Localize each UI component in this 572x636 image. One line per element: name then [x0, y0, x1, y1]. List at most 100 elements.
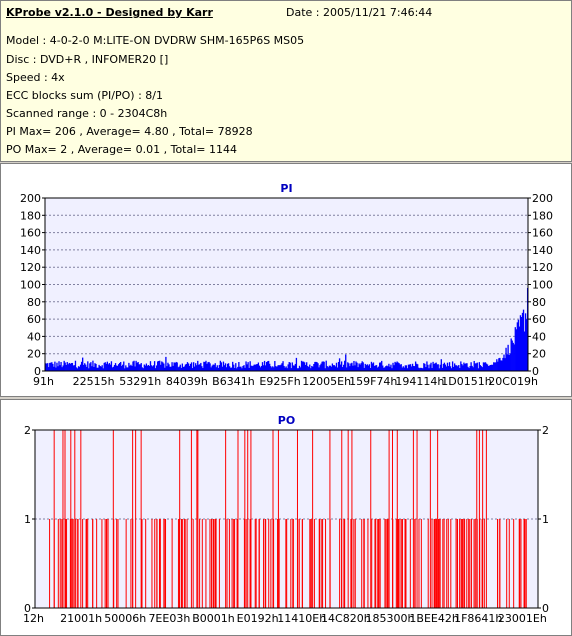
pi-bar: [363, 367, 365, 371]
pi-bar: [489, 364, 492, 371]
pi-bar: [86, 366, 88, 371]
pi-bar: [410, 366, 413, 371]
pi-bar: [514, 327, 516, 371]
pi-bar: [264, 365, 267, 371]
pi-bar: [63, 360, 65, 371]
pi-bar: [317, 363, 319, 371]
pi-bar: [373, 365, 376, 371]
pi-bar: [393, 365, 395, 371]
pi-bar: [512, 342, 514, 371]
pi-bar: [370, 361, 373, 371]
pi-bar: [312, 366, 314, 371]
pi-bar: [136, 362, 138, 371]
pi-bar: [107, 364, 110, 371]
pi-bar: [186, 362, 189, 371]
x-tick-label: 1BEE42h: [409, 612, 458, 625]
pi-bar: [289, 362, 291, 371]
pi-bar: [239, 366, 241, 371]
pi-bar: [94, 363, 96, 371]
pi-bar: [300, 360, 303, 371]
pi-bar: [414, 361, 417, 371]
speed-line: Speed : 4x: [6, 71, 65, 84]
x-tick-label: 185300h: [366, 612, 415, 625]
pi-bar: [360, 363, 362, 371]
pi-bar: [247, 362, 249, 371]
pi-bar: [304, 364, 307, 371]
pi-bar: [181, 363, 184, 371]
pi-bar: [125, 365, 127, 371]
pi-bar: [345, 354, 347, 371]
pi-bar: [118, 362, 121, 371]
x-tick-label: 21001h: [60, 612, 102, 625]
y-tick-label-left: 100: [20, 279, 41, 292]
pi-bar: [281, 363, 283, 371]
pi-bar: [211, 365, 213, 371]
pi-bar: [493, 362, 495, 371]
pi-bar: [202, 368, 204, 371]
pi-bar: [168, 364, 170, 371]
pi-bar: [310, 368, 312, 371]
pi-bar: [110, 361, 113, 371]
pi-bar: [350, 363, 352, 371]
pi-bar: [321, 361, 323, 371]
pi-bar: [516, 322, 519, 371]
pi-bar: [399, 364, 401, 371]
pi-bar: [522, 309, 525, 371]
pi-bar: [293, 365, 296, 371]
x-tick-label: 7EE03h: [148, 612, 190, 625]
pi-bar: [89, 363, 91, 371]
pi-bar: [432, 361, 434, 371]
pi-bar: [438, 368, 440, 371]
pi-bar: [195, 363, 197, 371]
pi-bar: [391, 368, 393, 371]
pi-bar: [469, 366, 471, 371]
pi-bar: [146, 365, 149, 371]
pi-bar: [198, 364, 200, 371]
pi-bar: [478, 362, 480, 371]
pi-bar: [104, 362, 106, 371]
pi-bar: [123, 361, 125, 371]
pi-bar: [243, 365, 245, 371]
pi-bar: [440, 359, 442, 371]
pi-bar: [71, 362, 74, 371]
pi-bar: [273, 367, 275, 371]
pi-bar: [338, 358, 341, 371]
pi-bar: [52, 363, 54, 371]
pi-bar: [382, 365, 384, 371]
pi-bar: [387, 366, 389, 371]
pi-bar: [251, 366, 253, 371]
pi-bar: [510, 338, 512, 371]
pi-bar: [50, 362, 52, 371]
pi-bar: [235, 363, 237, 371]
y-tick-label-right: 0: [542, 602, 549, 615]
pi-bar: [415, 363, 418, 371]
pi-bar: [68, 362, 70, 371]
pi-bar: [61, 367, 63, 371]
pi-bar: [287, 364, 289, 371]
pi-bar: [311, 365, 313, 371]
y-tick-label-left: 200: [20, 192, 41, 205]
pi-bar: [326, 366, 328, 371]
pi-bar: [378, 362, 381, 371]
pi-bar: [455, 365, 457, 371]
pi-bar: [283, 365, 285, 371]
y-tick-label-left: 2: [24, 424, 31, 437]
pi-bar: [343, 364, 345, 371]
pi-bar: [272, 366, 274, 371]
pi-bar: [269, 363, 271, 371]
pi-bar: [163, 363, 165, 371]
pi-bar: [299, 367, 302, 371]
pi-bar: [488, 365, 491, 371]
pi-bar: [213, 364, 215, 371]
pi-bar: [451, 361, 454, 371]
pi-bar: [405, 365, 408, 371]
pi-bar: [401, 367, 403, 371]
pi-bar: [217, 367, 219, 371]
pi-bar: [452, 366, 455, 371]
pi-bar: [372, 362, 375, 371]
pi-bar: [214, 363, 216, 371]
y-tick-label-right: 100: [532, 279, 553, 292]
pi-bar: [106, 361, 108, 371]
pi-bar: [368, 364, 371, 371]
pi-bar: [337, 361, 340, 371]
